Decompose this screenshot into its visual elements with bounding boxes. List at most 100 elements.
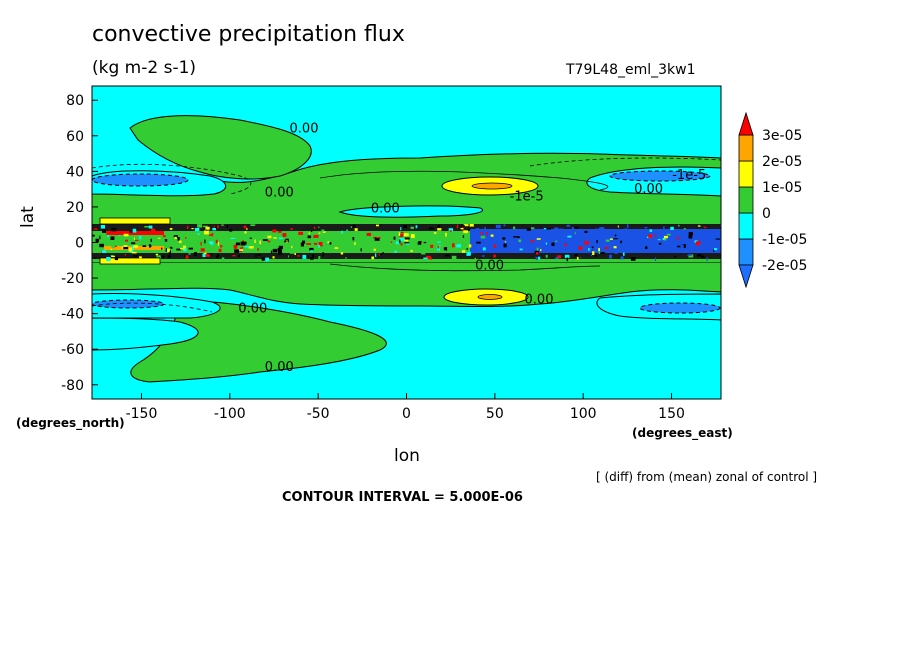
noise-cell: [703, 226, 707, 229]
noise-cell: [487, 240, 492, 243]
noise-cell: [215, 239, 218, 244]
noise-cell: [183, 245, 186, 249]
noise-cell: [557, 255, 562, 259]
noise-cell: [264, 257, 269, 262]
noise-cell: [421, 251, 426, 255]
noise-cell: [591, 246, 594, 249]
noise-cell: [605, 230, 610, 234]
noise-cell: [605, 239, 610, 242]
noise-cell: [662, 238, 665, 241]
noise-cell: [129, 231, 133, 233]
noise-cell: [489, 229, 491, 231]
noise-cell: [308, 232, 310, 235]
x-tick-label: -100: [214, 406, 246, 422]
noise-cell: [270, 250, 273, 254]
noise-cell: [495, 224, 501, 229]
noise-cell: [230, 237, 235, 239]
noise-cell: [352, 237, 355, 241]
noise-cell: [294, 253, 296, 255]
noise-cell: [437, 228, 442, 231]
noise-cell: [170, 247, 173, 249]
contour-label: 0.00: [238, 301, 267, 316]
y-tick-label: -60: [61, 342, 84, 358]
noise-cell: [385, 246, 390, 250]
field-region-blue-pool-north: [92, 173, 189, 187]
noise-cell: [445, 254, 450, 257]
noise-cell: [172, 248, 174, 252]
noise-cell: [400, 231, 404, 234]
noise-cell: [181, 236, 185, 241]
field-region-orange-north: [471, 182, 513, 190]
noise-cell: [706, 257, 708, 261]
noise-cell: [716, 229, 721, 234]
noise-cell: [466, 248, 468, 250]
noise-cell: [232, 255, 236, 257]
noise-cell: [481, 228, 484, 231]
noise-cell: [595, 228, 600, 232]
noise-cell: [404, 238, 409, 242]
noise-cell: [404, 242, 410, 244]
noise-cell: [244, 231, 247, 234]
noise-cell: [382, 252, 384, 254]
noise-cell: [111, 245, 115, 249]
noise-cell: [609, 254, 612, 259]
noise-cell: [277, 231, 282, 233]
noise-cell: [466, 228, 471, 230]
noise-cell: [114, 245, 117, 248]
noise-cell: [714, 248, 718, 251]
noise-cell: [430, 244, 434, 248]
chart-units: (kg m-2 s-1): [92, 58, 197, 78]
noise-cell: [536, 238, 541, 240]
field-region-equator-west-red: [104, 231, 164, 235]
noise-cell: [216, 253, 219, 257]
noise-cell: [313, 234, 319, 238]
noise-cell: [715, 238, 721, 240]
noise-cell: [645, 246, 648, 249]
noise-cell: [675, 246, 677, 250]
noise-cell: [184, 254, 187, 258]
noise-cell: [530, 238, 532, 241]
noise-cell: [481, 242, 484, 244]
noise-cell: [589, 248, 593, 252]
noise-cell: [360, 248, 362, 252]
noise-cell: [604, 247, 609, 249]
noise-cell: [311, 230, 313, 232]
noise-cell: [135, 239, 139, 242]
noise-cell: [406, 243, 410, 245]
noise-cell: [712, 242, 714, 246]
noise-cell: [475, 228, 479, 230]
x-tick-label: -50: [307, 406, 330, 422]
noise-cell: [123, 246, 129, 250]
noise-cell: [185, 255, 189, 259]
colorbar-segment: [738, 238, 754, 266]
noise-cell: [297, 255, 300, 257]
noise-cell: [99, 243, 104, 248]
noise-cell: [654, 243, 657, 246]
noise-cell: [148, 245, 150, 248]
noise-cell: [463, 230, 468, 234]
noise-cell: [161, 247, 163, 250]
noise-cell: [124, 253, 127, 256]
noise-cell: [375, 253, 377, 258]
noise-cell: [272, 256, 275, 259]
noise-cell: [484, 226, 486, 230]
field-region-blue-pool-south: [92, 299, 165, 309]
noise-cell: [564, 254, 570, 258]
noise-cell: [448, 228, 453, 232]
noise-cell: [354, 242, 356, 245]
noise-cell: [194, 228, 200, 232]
field-region-north-tongue: [129, 115, 312, 180]
noise-cell: [548, 235, 552, 239]
noise-cell: [291, 245, 293, 249]
noise-cell: [118, 235, 121, 237]
noise-cell: [557, 240, 559, 243]
noise-cell: [574, 253, 578, 257]
noise-cell: [655, 257, 657, 261]
noise-cell: [480, 232, 483, 235]
noise-cell: [613, 239, 619, 242]
noise-cell: [441, 232, 445, 236]
noise-cell: [302, 255, 307, 259]
noise-cell: [449, 230, 452, 232]
noise-cell: [715, 246, 719, 248]
noise-cell: [575, 230, 580, 234]
